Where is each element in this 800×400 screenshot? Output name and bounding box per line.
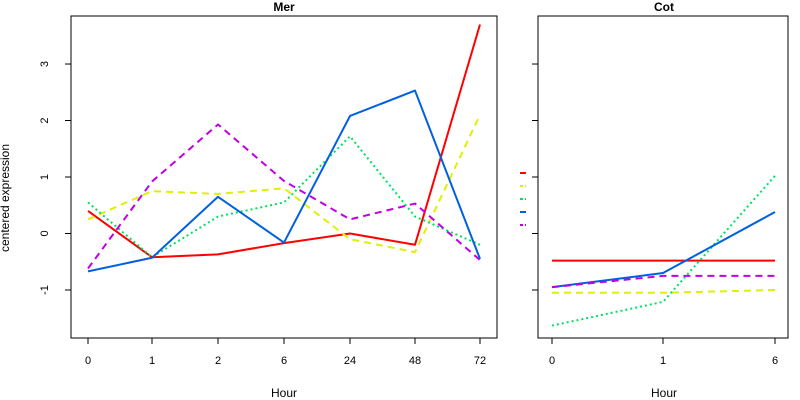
y-tick-label: 1 (39, 174, 51, 180)
series-line-4 (87, 89, 481, 273)
x-tick-label: 0 (85, 355, 91, 367)
panel-frame (70, 15, 498, 339)
series-line-5 (87, 123, 481, 270)
x-tick-label: 48 (409, 355, 421, 367)
y-axis-title: centered expression (0, 144, 12, 252)
x-axis-title-mer: Hour (271, 386, 297, 400)
x-tick-label: 72 (474, 355, 486, 367)
x-tick-label: 24 (344, 355, 356, 367)
series-line-3 (551, 175, 776, 327)
y-tick-label: 2 (39, 117, 51, 123)
panel-title-mer: Mer (273, 0, 295, 14)
series-line-1 (87, 24, 481, 259)
x-axis-title-cot: Hour (651, 386, 677, 400)
series-line-5 (551, 274, 775, 289)
legend (520, 172, 526, 226)
x-tick-label: 6 (281, 355, 287, 367)
series-line-2 (87, 114, 481, 254)
series-line-3 (87, 135, 481, 259)
series-line-2 (552, 288, 776, 294)
panel-cot: 0 1 6 (532, 15, 789, 367)
x-tick-label: 6 (772, 355, 778, 367)
panel-title-cot: Cot (654, 0, 674, 14)
x-tick-label: 2 (215, 355, 221, 367)
y-tick-label: -1 (39, 285, 51, 295)
y-tick-label: 3 (39, 61, 51, 67)
plot-panels: -1 0 1 2 3 0 1 2 6 24 48 72 0 1 6 (39, 15, 789, 367)
y-tick-label: 0 (39, 230, 51, 236)
x-tick-label: 1 (660, 355, 666, 367)
x-tick-label: 1 (149, 355, 155, 367)
panel-mer: -1 0 1 2 3 0 1 2 6 24 48 72 (39, 15, 498, 367)
x-tick-label: 0 (549, 355, 555, 367)
